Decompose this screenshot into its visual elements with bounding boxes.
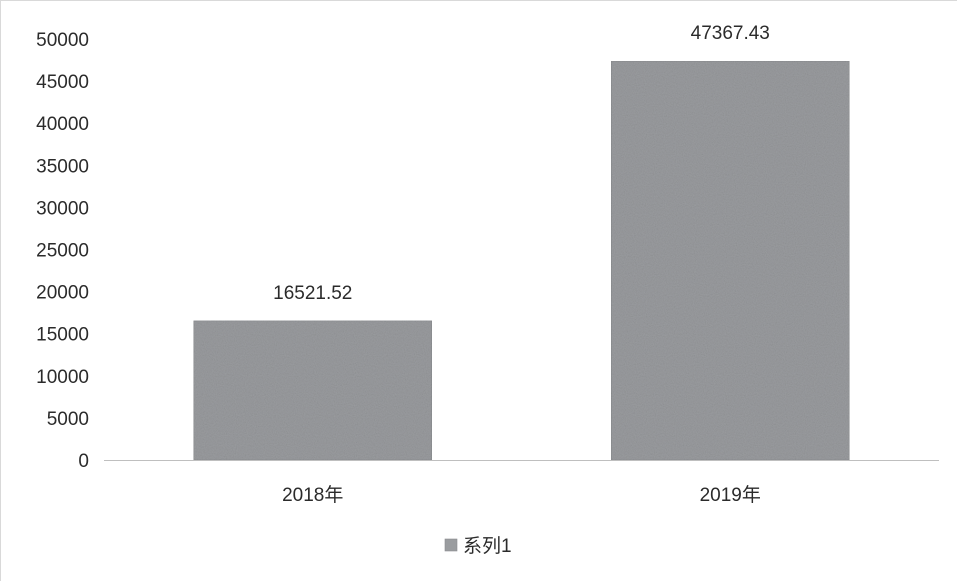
- y-tick-label: 30000: [36, 198, 89, 219]
- y-tick-label: 25000: [36, 241, 89, 262]
- category-label-1: 2018年: [282, 484, 343, 506]
- bar-1: [193, 320, 433, 461]
- y-tick-label: 50000: [36, 30, 89, 51]
- y-tick-label: 0: [78, 451, 89, 472]
- y-tick-label: 20000: [36, 283, 89, 304]
- data-label-1: 16521.52: [273, 283, 352, 304]
- y-tick-label: 15000: [36, 325, 89, 346]
- legend-label-series-1: 系列1: [463, 535, 512, 557]
- y-tick-label: 45000: [36, 72, 89, 93]
- bars: [193, 60, 850, 461]
- data-label-2: 47367.43: [691, 23, 770, 44]
- y-tick-label: 40000: [36, 114, 89, 135]
- x-axis: 2018年 2019年: [282, 484, 761, 506]
- y-tick-label: 5000: [47, 409, 89, 430]
- y-axis: 0 5000 10000 15000 20000 25000 30000 35000 40000…: [36, 30, 89, 472]
- bar-2: [610, 60, 850, 461]
- category-label-2: 2019年: [700, 484, 761, 506]
- data-labels: 16521.52 47367.43: [273, 23, 770, 304]
- y-tick-label: 35000: [36, 156, 89, 177]
- y-tick-label: 10000: [36, 367, 89, 388]
- legend-swatch: [444, 538, 458, 552]
- legend: 系列1: [444, 535, 512, 557]
